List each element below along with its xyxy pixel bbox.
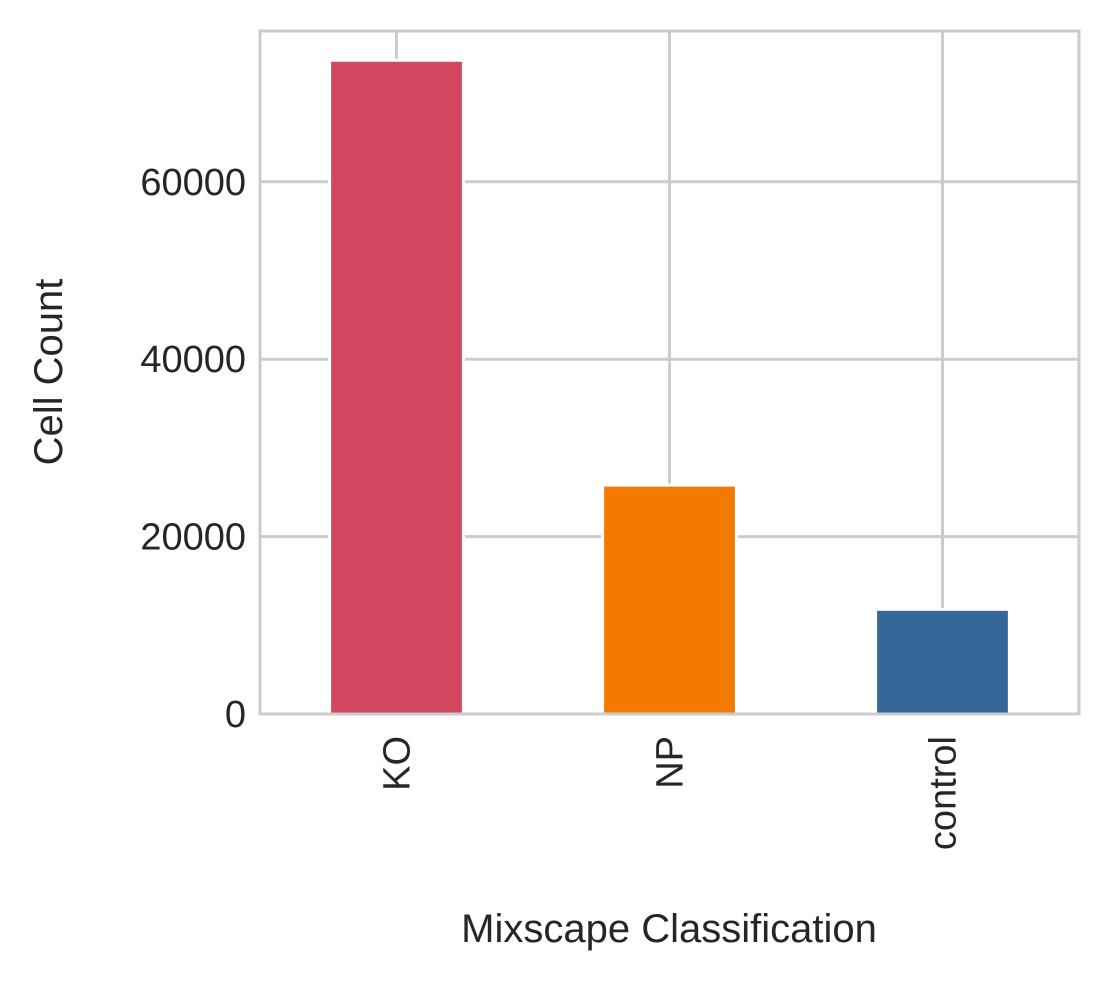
x-tick-label: NP (650, 736, 692, 789)
y-tick-labels: 0 20000 40000 60000 (140, 162, 246, 736)
bars (328, 58, 1011, 716)
y-tick-label: 0 (225, 694, 246, 736)
bar-np (601, 483, 738, 716)
x-tick-label: KO (377, 736, 419, 791)
bar-control (874, 607, 1011, 716)
y-axis-label: Cell Count (27, 279, 71, 466)
x-axis-label: Mixscape Classification (461, 907, 877, 951)
y-tick-label: 60000 (140, 162, 246, 204)
plot-frame (258, 29, 1081, 716)
y-tick-label: 20000 (140, 517, 246, 559)
x-tick-labels: KO NP control (377, 736, 965, 850)
y-tick-label: 40000 (140, 339, 246, 381)
bar-ko (328, 58, 465, 716)
x-tick-label: control (923, 736, 965, 850)
